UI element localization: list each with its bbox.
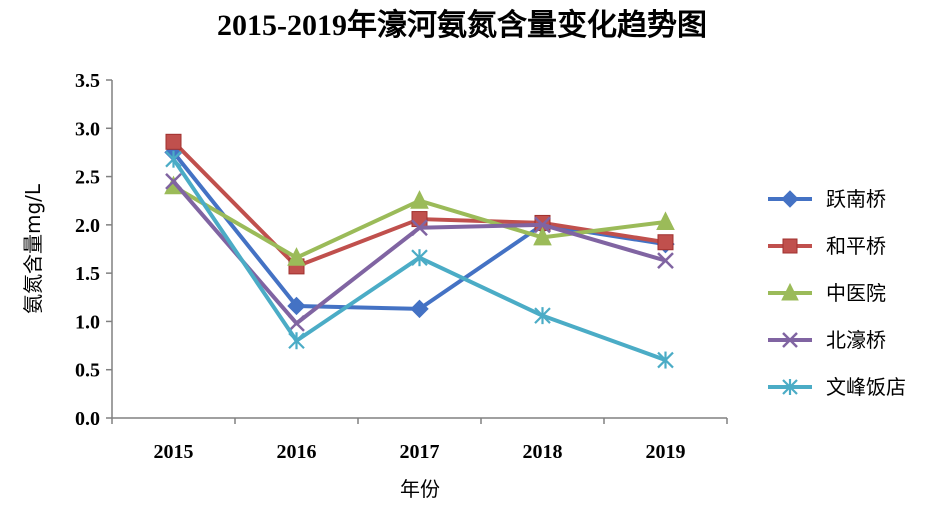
- y-tick-label: 1.0: [75, 311, 100, 333]
- data-point: [534, 307, 551, 325]
- data-point: [288, 314, 305, 332]
- legend-swatch-marker: [781, 190, 799, 208]
- legend-label: 中医院: [826, 281, 886, 305]
- legend-swatch-marker: [781, 282, 799, 301]
- y-tick-label: 3.0: [75, 118, 100, 140]
- data-point: [657, 351, 674, 369]
- data-point: [287, 296, 306, 316]
- x-tick-label: 2018: [523, 441, 563, 463]
- legend-item: 跃南桥: [768, 187, 886, 211]
- y-tick-label: 2.5: [75, 167, 100, 189]
- series-3: [164, 175, 675, 266]
- data-point: [657, 234, 674, 251]
- data-point: [288, 332, 305, 350]
- legend-swatch-marker: [782, 238, 798, 254]
- data-point: [411, 219, 428, 237]
- data-point: [165, 150, 182, 168]
- data-point: [411, 211, 428, 228]
- data-point: [656, 211, 675, 230]
- data-point: [165, 173, 182, 190]
- y-tick-label: 3.5: [75, 70, 100, 92]
- x-tick-label: 2019: [646, 441, 686, 463]
- x-tick-label: 2016: [277, 441, 317, 463]
- data-point: [165, 133, 182, 150]
- legend-label: 文峰饭店: [826, 375, 906, 399]
- data-point: [410, 299, 429, 319]
- x-tick-label: 2017: [400, 441, 440, 463]
- plot-area: [164, 133, 675, 369]
- data-point: [533, 226, 552, 246]
- x-tick-label: 2015: [154, 441, 194, 463]
- data-point: [534, 216, 551, 234]
- legend-item: 和平桥: [768, 234, 886, 258]
- y-tick-label: 0.5: [75, 360, 100, 382]
- chart-title: 2015-2019年濠河氨氮含量变化趋势图: [217, 8, 707, 42]
- axes: [111, 80, 727, 419]
- legend-item: 中医院: [768, 281, 886, 305]
- data-point: [411, 249, 428, 267]
- legend-swatch-marker: [782, 332, 798, 348]
- y-ticks: 0.0 0.5 1.0 1.5 2.0 2.5 3.0 3.5: [75, 70, 112, 430]
- x-ticks: 2015 2016 2017 2018 2019: [111, 418, 728, 463]
- data-point: [410, 190, 429, 209]
- legend-item: 文峰饭店: [768, 375, 906, 399]
- data-point: [287, 247, 306, 266]
- series-4: [165, 173, 674, 332]
- y-tick-label: 0.0: [75, 408, 100, 430]
- legend-label: 跃南桥: [826, 187, 886, 211]
- legend-label: 北濠桥: [826, 328, 886, 352]
- legend-swatch-marker: [782, 379, 798, 395]
- legend-label: 和平桥: [826, 234, 886, 258]
- data-point: [657, 252, 674, 269]
- y-tick-label: 2.0: [75, 215, 100, 237]
- series-5: [165, 150, 674, 369]
- y-tick-label: 1.5: [75, 263, 100, 285]
- y-axis-label: 氨氮含量mg/L: [21, 183, 45, 314]
- legend-item: 北濠桥: [768, 328, 886, 352]
- x-axis-label: 年份: [400, 477, 440, 501]
